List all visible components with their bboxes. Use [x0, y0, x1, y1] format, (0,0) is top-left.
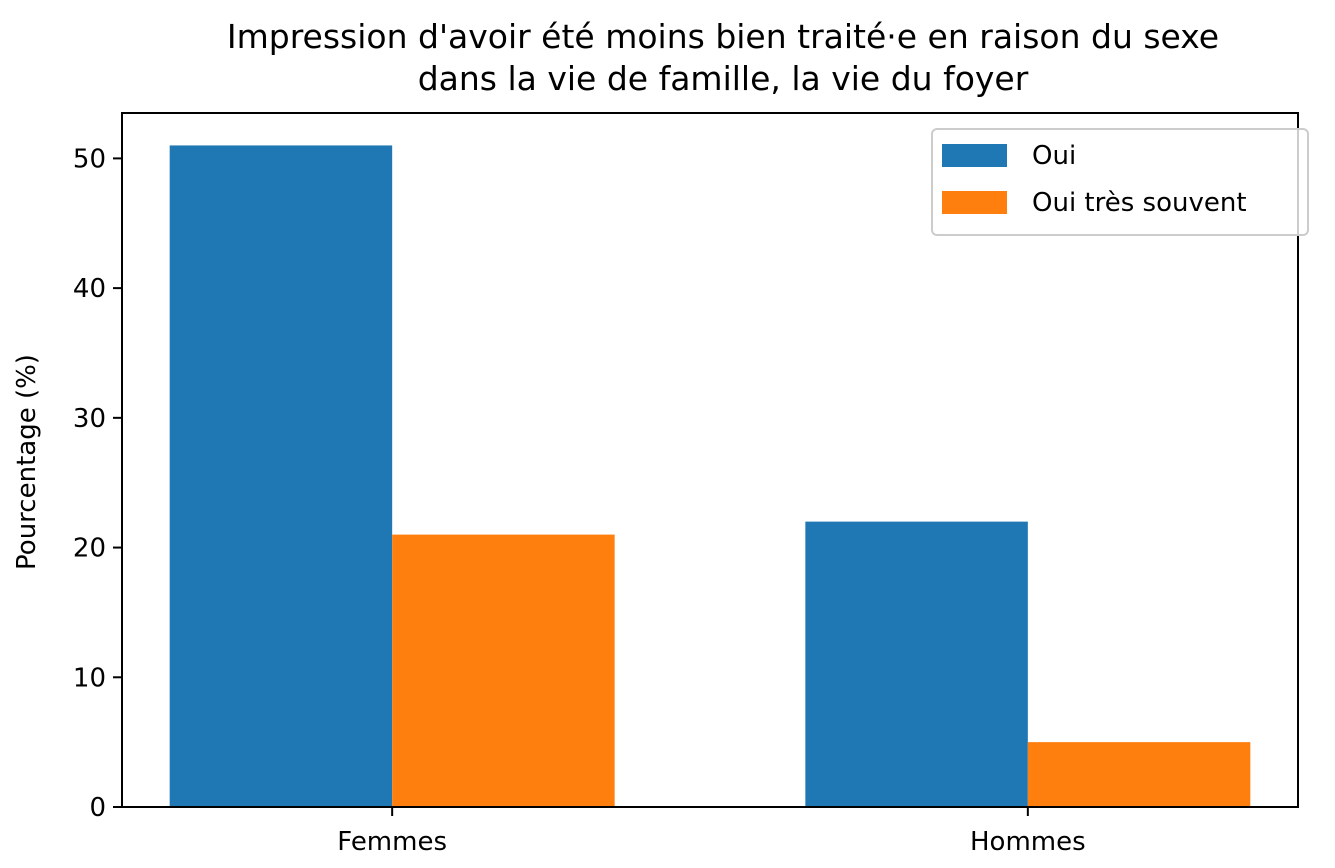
y-tick-label: 40	[73, 274, 106, 304]
y-tick-label: 30	[73, 404, 106, 434]
bar-femmes-series-2	[392, 534, 615, 807]
axes-frame	[121, 112, 1299, 808]
bar-hommes-series-2	[1027, 742, 1251, 807]
legend-swatch	[942, 144, 1007, 167]
legend-box	[931, 128, 1309, 236]
y-axis: 0 10 20 30 40 50	[73, 144, 122, 823]
y-axis-label: Pourcentage (%)	[12, 354, 42, 570]
chart-title-line-2: dans la vie de famille, la vie du foyer	[418, 59, 1029, 98]
legend-swatch	[942, 191, 1007, 214]
y-tick-label: 0	[89, 793, 106, 823]
y-tick-label: 20	[73, 534, 106, 564]
y-tick-label: 50	[73, 144, 106, 174]
bar-hommes-series-1	[805, 521, 1028, 807]
chart-title-line-1: Impression d'avoir été moins bien traité…	[227, 17, 1219, 56]
plot-area	[169, 145, 1251, 807]
x-tick-label: Hommes	[970, 827, 1086, 857]
legend-label: Oui très souvent	[1032, 188, 1247, 218]
x-axis: Femmes Hommes	[337, 807, 1086, 857]
y-tick-label: 10	[73, 663, 106, 693]
x-tick-label: Femmes	[337, 827, 447, 857]
legend-label: Oui	[1032, 141, 1076, 171]
chart-title: Impression d'avoir été moins bien traité…	[227, 17, 1219, 98]
legend: Oui Oui très souvent	[931, 128, 1309, 236]
bar-femmes-series-1	[169, 145, 393, 807]
